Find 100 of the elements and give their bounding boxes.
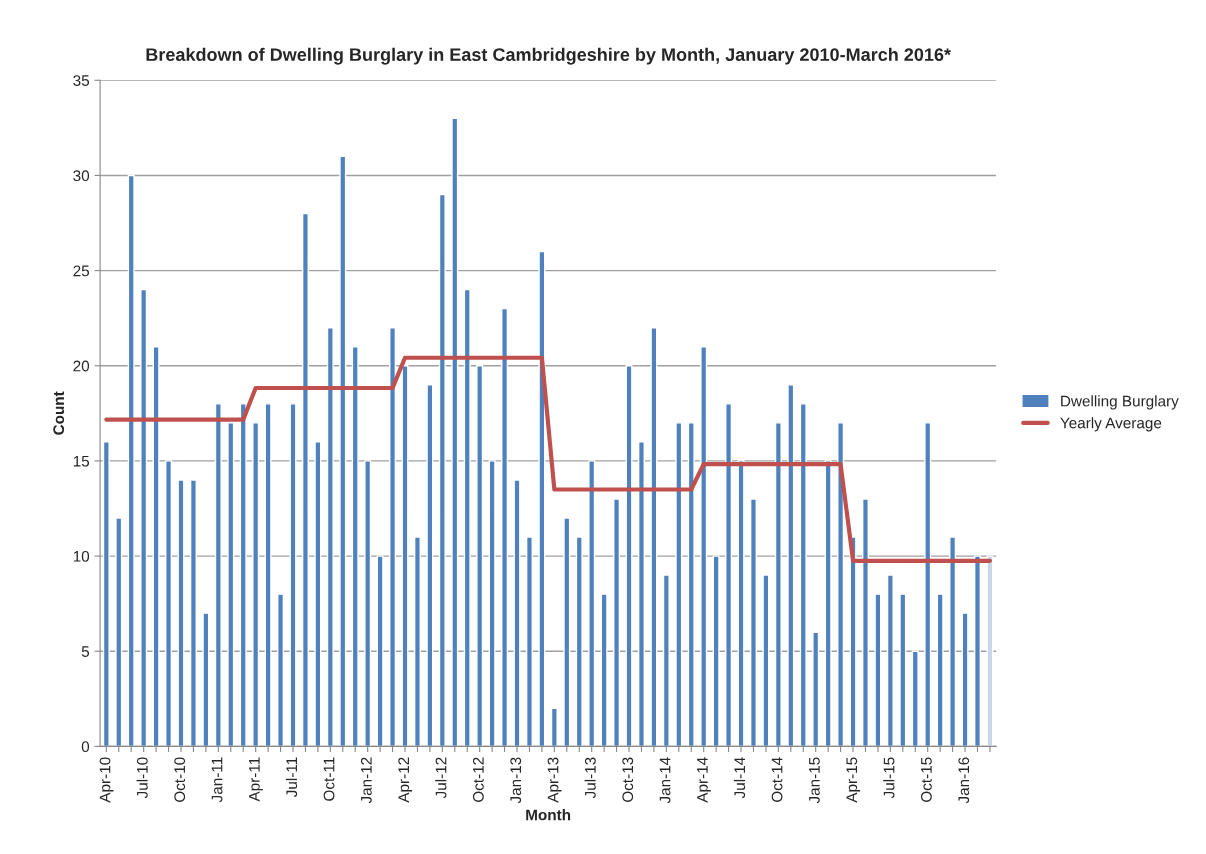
y-tick-label: 30 <box>73 170 90 182</box>
bar <box>936 593 944 747</box>
bar <box>961 612 969 747</box>
x-tick-label: Oct-15 <box>920 757 932 802</box>
x-tick-label: Jul-11 <box>285 757 298 798</box>
bar <box>115 517 123 747</box>
bar <box>102 441 110 747</box>
y-tick-label: 20 <box>73 360 90 372</box>
bar <box>725 403 733 747</box>
chart-title: Breakdown of Dwelling Burglary in East Cambridgeshire by Month, January 2010-March 2016* <box>146 47 951 65</box>
y-tick-label: 15 <box>73 455 90 467</box>
x-tick-label: Apr-12 <box>398 757 413 803</box>
bar <box>152 346 160 747</box>
bar <box>413 536 421 747</box>
bar <box>799 403 807 747</box>
bar <box>476 365 484 747</box>
bar <box>911 650 919 747</box>
bar <box>326 326 334 747</box>
bar <box>301 212 309 747</box>
x-tick-label: Jul-13 <box>584 757 596 799</box>
bar <box>314 441 322 747</box>
bar <box>339 155 347 747</box>
bar <box>165 460 173 747</box>
x-tick-label: Jan-16 <box>958 757 970 804</box>
bar <box>488 460 496 747</box>
bar <box>949 536 957 747</box>
x-tick-label: Jan-15 <box>809 757 820 804</box>
bar <box>625 365 633 747</box>
bar <box>202 612 210 747</box>
y-tick-label: 25 <box>73 265 90 277</box>
bar <box>140 288 148 747</box>
bar <box>264 403 272 747</box>
bar <box>675 422 683 747</box>
bar <box>563 517 571 747</box>
x-tick-label: Jul-10 <box>136 757 148 799</box>
bar <box>538 250 546 747</box>
x-tick-label: Jan-13 <box>510 757 522 804</box>
x-tick-label: Oct-14 <box>771 757 783 802</box>
bar <box>874 593 882 747</box>
bar <box>189 479 197 747</box>
bar <box>849 536 857 747</box>
bar <box>227 422 235 747</box>
y-axis-title: Count <box>53 391 65 435</box>
bar <box>749 498 757 747</box>
x-tick-label: Apr-14 <box>697 757 711 803</box>
bar <box>127 174 135 747</box>
bar <box>986 555 994 747</box>
bar <box>824 460 832 747</box>
bar <box>973 555 981 747</box>
x-tick-label: Apr-11 <box>249 757 263 802</box>
y-tick-label: 5 <box>81 646 90 657</box>
bar <box>637 441 645 747</box>
bar <box>687 422 695 747</box>
bar <box>712 555 720 747</box>
x-tick-label: Jan-14 <box>659 757 671 804</box>
x-tick-label: Oct-12 <box>472 757 484 802</box>
bar <box>924 422 932 747</box>
x-tick-label: Jan-11 <box>211 757 223 803</box>
x-tick-label: Apr-13 <box>547 757 562 803</box>
x-tick-label: Jul-12 <box>435 757 447 799</box>
bar <box>513 479 521 747</box>
x-tick-label: Jul-14 <box>733 757 746 799</box>
bar <box>600 593 608 747</box>
x-tick-label: Oct-11 <box>323 757 335 801</box>
x-tick-label: Jan-12 <box>360 757 372 804</box>
bar <box>837 422 845 747</box>
bar <box>787 384 795 747</box>
y-tick-label: 0 <box>81 741 90 753</box>
bar <box>401 365 409 747</box>
x-axis-title: Month <box>526 809 571 821</box>
bar <box>613 498 621 747</box>
bar <box>214 403 222 747</box>
bar <box>762 574 770 747</box>
bar <box>737 460 745 747</box>
bar <box>389 326 397 747</box>
legend-label: Yearly Average <box>1060 417 1162 432</box>
bar <box>364 460 372 747</box>
bar <box>650 326 658 747</box>
bar <box>438 193 446 747</box>
bar <box>662 574 670 747</box>
x-tick-label: Jul-15 <box>883 757 895 799</box>
bar <box>525 536 533 747</box>
bar <box>252 422 260 747</box>
legend-label: Dwelling Burglary <box>1061 395 1179 410</box>
bar <box>451 117 459 747</box>
y-tick-label: 10 <box>73 550 90 562</box>
bar <box>463 288 471 747</box>
bar <box>501 307 509 747</box>
bar <box>588 460 596 747</box>
bar <box>700 346 708 747</box>
y-tick-label: 35 <box>73 75 90 86</box>
bar <box>426 384 434 747</box>
bar <box>177 479 185 747</box>
bar <box>351 346 359 747</box>
bar <box>376 555 384 747</box>
x-tick-label: Oct-10 <box>174 757 186 802</box>
bar <box>886 574 894 747</box>
x-tick-label: Apr-15 <box>846 757 861 803</box>
bar <box>861 498 869 747</box>
x-tick-label: Oct-13 <box>622 757 634 802</box>
